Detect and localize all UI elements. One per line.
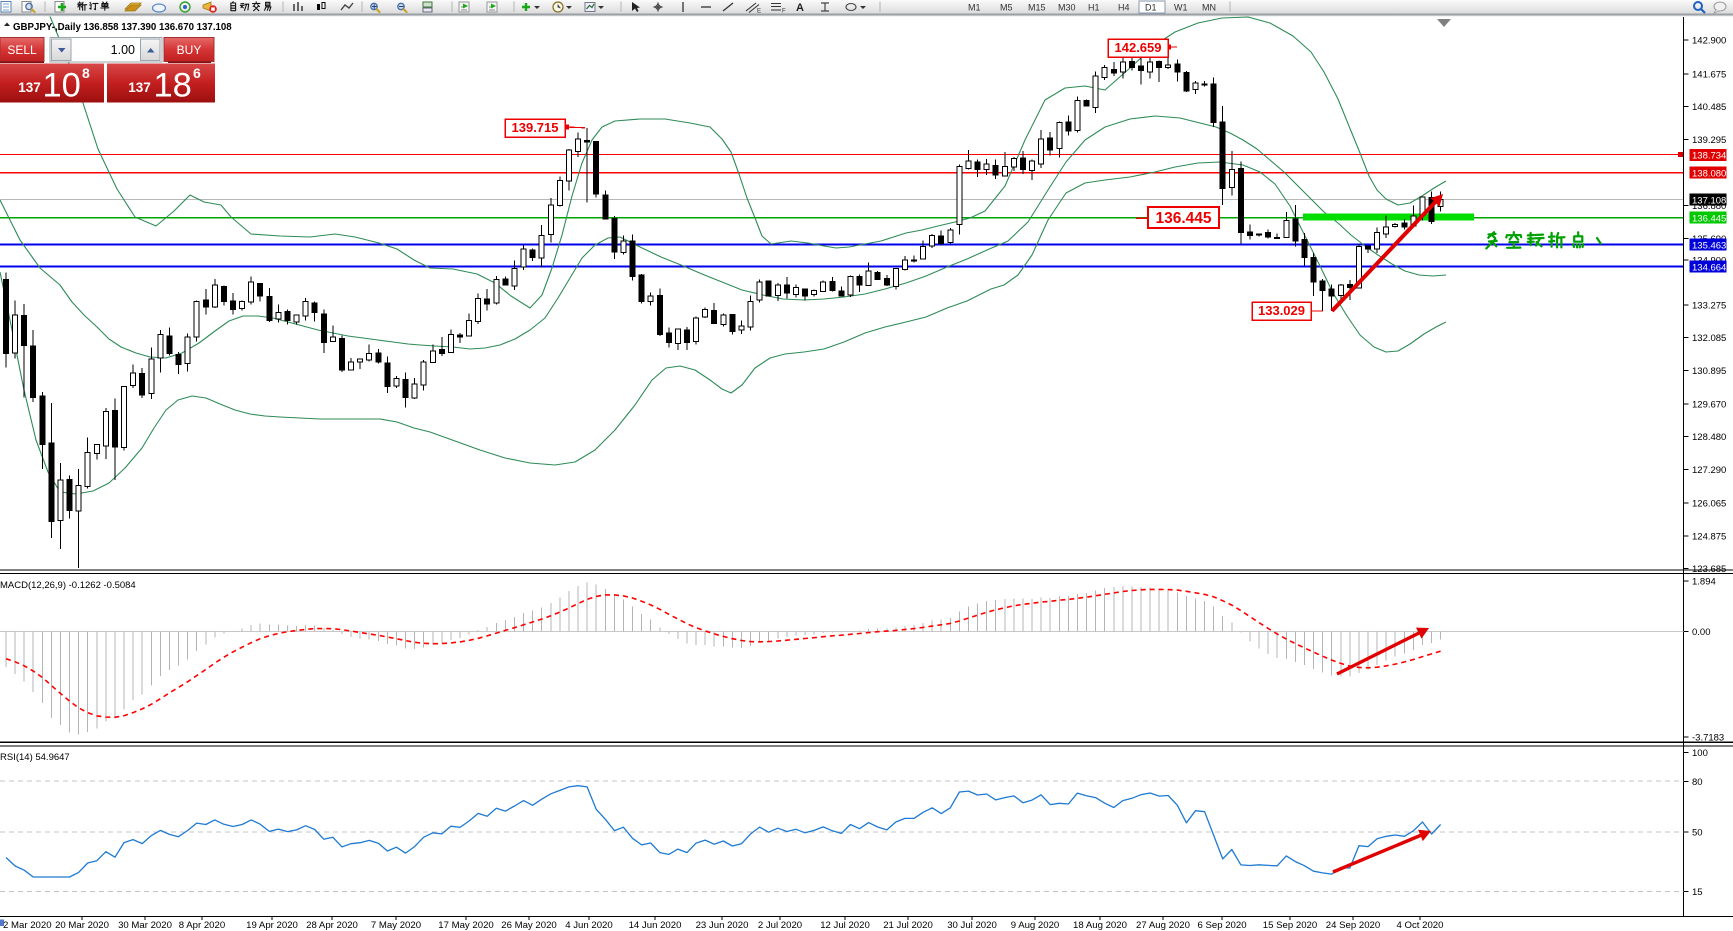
svg-text:137: 137 (128, 80, 151, 95)
svg-text:6 Sep 2020: 6 Sep 2020 (1197, 920, 1246, 931)
svg-text:W1: W1 (1174, 3, 1188, 13)
svg-text:4 Oct 2020: 4 Oct 2020 (1397, 920, 1444, 931)
svg-text:137: 137 (18, 80, 41, 95)
svg-text:140.485: 140.485 (1692, 102, 1726, 113)
svg-text:6: 6 (193, 65, 201, 81)
svg-text:MN: MN (1202, 3, 1216, 13)
svg-text:RSI(14) 54.9647: RSI(14) 54.9647 (0, 752, 70, 763)
svg-text:M15: M15 (1028, 3, 1046, 13)
svg-text:142.900: 142.900 (1692, 36, 1726, 47)
svg-text:126.065: 126.065 (1692, 499, 1726, 510)
svg-text:135.463: 135.463 (1692, 241, 1726, 252)
svg-text:M5: M5 (1000, 3, 1013, 13)
svg-text:19 Apr 2020: 19 Apr 2020 (246, 920, 298, 931)
svg-text:138.080: 138.080 (1692, 169, 1726, 180)
svg-text:2 Jul 2020: 2 Jul 2020 (758, 920, 802, 931)
svg-text:1.894: 1.894 (1692, 577, 1716, 588)
svg-text:8 Apr 2020: 8 Apr 2020 (179, 920, 225, 931)
svg-text:14 Jun 2020: 14 Jun 2020 (629, 920, 682, 931)
svg-text:142.659: 142.659 (1115, 40, 1162, 55)
svg-text:23 Jun 2020: 23 Jun 2020 (696, 920, 749, 931)
svg-text:139.295: 139.295 (1692, 135, 1726, 146)
svg-text:80: 80 (1692, 777, 1703, 788)
svg-text:1.00: 1.00 (111, 43, 135, 57)
svg-text:136.445: 136.445 (1692, 214, 1726, 225)
svg-text:30 Jul 2020: 30 Jul 2020 (947, 920, 997, 931)
svg-text:15 Sep 2020: 15 Sep 2020 (1263, 920, 1317, 931)
svg-text:D1: D1 (1145, 3, 1157, 13)
svg-text:-3.7183: -3.7183 (1692, 733, 1724, 744)
svg-text:8: 8 (82, 65, 90, 81)
svg-text:12 Jul 2020: 12 Jul 2020 (820, 920, 870, 931)
svg-text:26 May 2020: 26 May 2020 (501, 920, 556, 931)
svg-text:100: 100 (1692, 748, 1708, 759)
svg-text:136.445: 136.445 (1155, 210, 1211, 227)
svg-text:138.734: 138.734 (1692, 151, 1726, 162)
svg-text:10: 10 (43, 67, 81, 105)
svg-text:BUY: BUY (177, 43, 202, 57)
svg-text:18: 18 (154, 67, 192, 105)
svg-text:141.675: 141.675 (1692, 69, 1726, 80)
svg-text:7 May 2020: 7 May 2020 (371, 920, 421, 931)
svg-text:21 Jul 2020: 21 Jul 2020 (883, 920, 933, 931)
svg-text:20 Mar 2020: 20 Mar 2020 (55, 920, 109, 931)
svg-text:2 Mar 2020: 2 Mar 2020 (3, 920, 52, 931)
svg-text:130.895: 130.895 (1692, 366, 1726, 377)
svg-text:4 Jun 2020: 4 Jun 2020 (565, 920, 612, 931)
svg-text:132.085: 132.085 (1692, 333, 1726, 344)
svg-text:18 Aug 2020: 18 Aug 2020 (1073, 920, 1127, 931)
svg-text:50: 50 (1692, 828, 1703, 839)
svg-text:0.00: 0.00 (1692, 627, 1711, 638)
svg-text:GBPJPY-,Daily 136.858 137.390: GBPJPY-,Daily 136.858 137.390 136.670 13… (13, 22, 232, 33)
svg-text:E: E (757, 9, 761, 15)
svg-text:F: F (782, 9, 786, 15)
svg-text:127.290: 127.290 (1692, 465, 1726, 476)
svg-text:15: 15 (1692, 887, 1703, 898)
svg-text:H1: H1 (1088, 3, 1100, 13)
svg-text:SELL: SELL (7, 43, 37, 57)
svg-text:129.670: 129.670 (1692, 400, 1726, 411)
svg-text:30 Mar 2020: 30 Mar 2020 (118, 920, 172, 931)
svg-text:28 Apr 2020: 28 Apr 2020 (306, 920, 358, 931)
svg-text:124.875: 124.875 (1692, 531, 1726, 542)
svg-text:H4: H4 (1118, 3, 1130, 13)
svg-text:128.480: 128.480 (1692, 432, 1726, 443)
svg-text:133.029: 133.029 (1258, 303, 1305, 318)
svg-text:137.108: 137.108 (1692, 195, 1726, 206)
svg-text:139.715: 139.715 (512, 120, 559, 135)
svg-text:9 Aug 2020: 9 Aug 2020 (1011, 920, 1060, 931)
svg-text:M1: M1 (968, 3, 981, 13)
svg-text:133.275: 133.275 (1692, 300, 1726, 311)
svg-text:MACD(12,26,9) -0.1262 -0.5084: MACD(12,26,9) -0.1262 -0.5084 (0, 580, 136, 591)
svg-text:M30: M30 (1058, 3, 1076, 13)
svg-text:27 Aug 2020: 27 Aug 2020 (1136, 920, 1190, 931)
svg-text:A: A (796, 2, 804, 14)
svg-text:136.880: 136.880 (1692, 201, 1726, 212)
svg-text:134.664: 134.664 (1692, 263, 1726, 274)
svg-text:24 Sep 2020: 24 Sep 2020 (1326, 920, 1380, 931)
svg-text:17 May 2020: 17 May 2020 (438, 920, 493, 931)
